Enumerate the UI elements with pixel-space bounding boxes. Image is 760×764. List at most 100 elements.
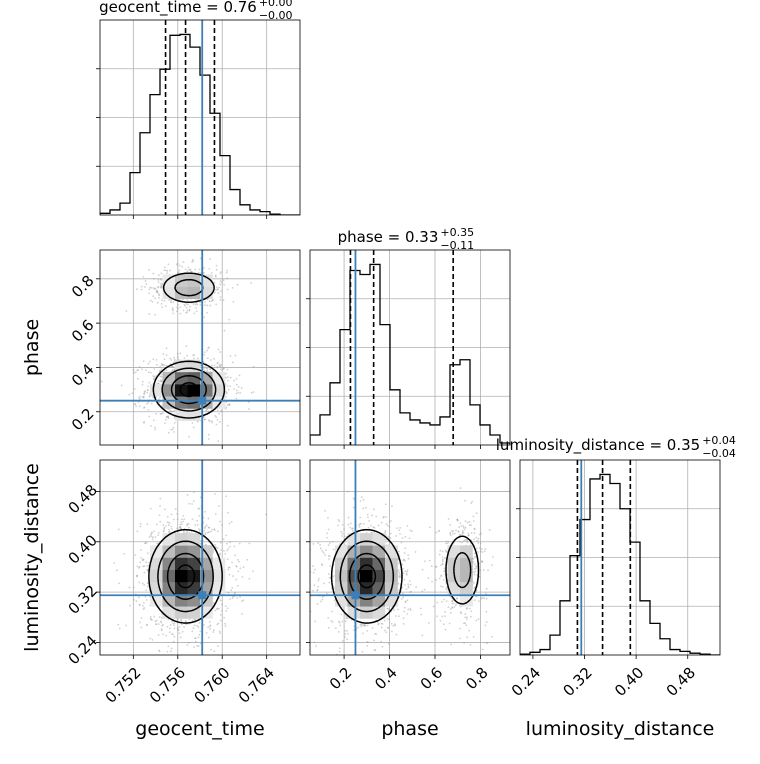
sample-point [202,623,205,626]
joint-panel-geocent_time-phase [96,249,301,449]
sample-point [219,520,221,523]
sample-point [186,299,189,301]
sample-point [157,623,160,626]
sample-point [217,288,219,291]
sample-point [158,294,161,297]
sample-point [159,375,162,378]
sample-point [184,304,187,307]
sample-point [314,620,316,623]
sample-point [219,365,222,368]
sample-point [436,615,439,618]
sample-point [136,530,139,533]
sample-point [157,281,160,284]
sample-point [214,274,217,277]
sample-point [216,288,219,291]
sample-point [388,618,391,621]
density-cell [150,581,163,595]
sample-point [146,523,149,526]
sample-point [125,310,128,312]
sample-point [177,303,179,306]
sample-point [143,421,145,424]
hist-geocent_time [100,33,300,215]
sample-point [149,371,152,374]
sample-point [248,577,251,580]
contour-line [357,564,377,589]
sample-point [470,524,472,526]
sample-point [191,258,194,261]
sample-point [481,596,484,599]
sample-point [332,541,334,543]
sample-point [402,567,404,570]
sample-point [481,548,483,551]
sample-point [405,588,408,591]
sample-point [359,500,362,502]
sample-point [220,281,223,284]
density-cell [212,569,226,583]
panel-title-phase: phase = 0.33 [338,228,439,246]
sample-point [463,539,465,542]
sample-point [451,530,454,532]
sample-point [483,550,486,553]
joint-content [100,460,300,655]
sample-point [146,569,149,572]
sample-point [481,551,484,554]
sample-point [142,608,145,611]
sample-point [161,364,163,367]
sample-point [320,563,323,566]
sample-point [153,368,156,370]
sample-point [443,570,445,573]
sample-point [404,600,407,603]
sample-point [315,645,317,648]
sample-point [471,500,474,503]
sample-point [319,547,322,550]
sample-point [406,569,409,571]
sample-point [234,554,237,557]
sample-point [145,542,148,544]
x-tick-label: 0.8 [462,664,492,694]
sample-point [218,504,220,507]
sample-point [479,550,482,553]
sample-point [210,364,213,367]
sample-point [172,361,175,364]
sample-point [473,556,476,559]
density-cell [162,594,176,607]
sample-point [409,529,412,532]
sample-point [464,499,466,502]
sample-point [388,521,391,523]
sample-point [410,530,413,533]
x-tick-label: 0.756 [146,664,189,707]
sample-point [366,629,369,632]
sample-point [484,548,487,550]
sample-point [173,356,176,359]
sample-point [361,650,364,653]
sample-point [346,630,348,632]
sample-point [218,420,221,423]
sample-point [188,305,191,308]
sample-point [482,569,485,571]
sample-point [231,286,234,289]
sample-point [458,540,461,543]
sample-point [191,630,194,633]
sample-point [398,576,401,579]
sample-point [222,279,225,282]
sample-point [152,375,155,377]
sample-point [182,520,185,523]
sample-point [194,637,197,640]
sample-point [428,526,431,529]
sample-point [363,624,366,627]
sample-point [171,369,174,372]
sample-point [300,568,302,570]
sample-point [227,376,229,379]
sample-point [224,605,227,608]
sample-point [206,357,209,360]
sample-point [140,557,143,559]
sample-point [208,420,211,423]
sample-point [172,301,175,304]
sample-point [172,426,175,429]
sample-point [179,525,182,528]
sample-point [138,621,141,624]
sample-point [340,613,343,616]
sample-point [235,392,238,395]
sample-point [169,357,171,360]
panel-frame [99,249,301,446]
